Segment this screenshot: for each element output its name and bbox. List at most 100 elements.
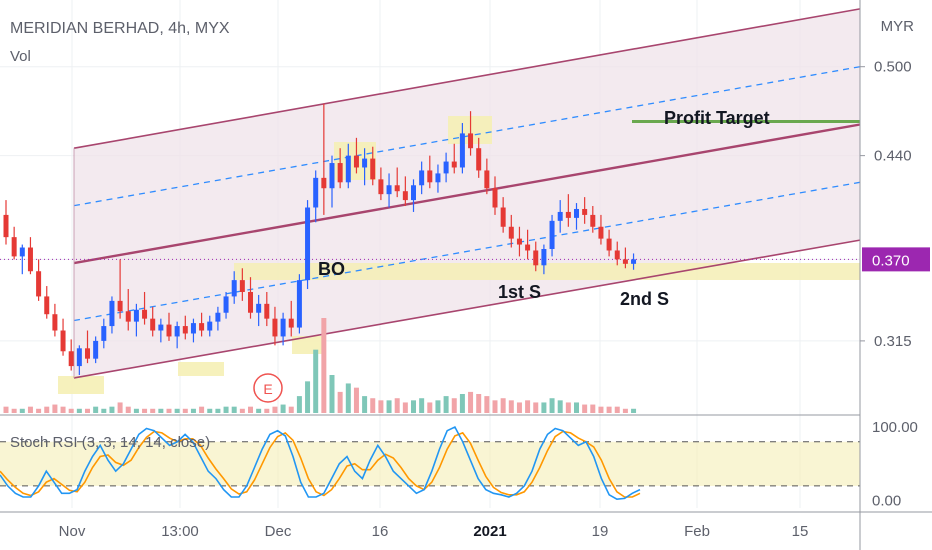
volume-bar xyxy=(337,391,343,413)
volume-bar xyxy=(280,404,286,413)
volume-bar xyxy=(394,398,400,413)
volume-bar xyxy=(133,408,139,413)
candle-body xyxy=(541,249,547,266)
candle-body xyxy=(27,247,33,272)
pattern-highlight-box xyxy=(292,336,326,354)
candle-body xyxy=(174,326,180,337)
volume-bar xyxy=(411,400,416,413)
volume-bar xyxy=(427,402,433,413)
volume-bar xyxy=(68,408,74,413)
candle-body xyxy=(582,208,588,215)
candle-body xyxy=(492,188,498,208)
volume-bar xyxy=(199,406,205,413)
candle-body xyxy=(215,312,221,322)
candle-body xyxy=(386,185,392,195)
candle-body xyxy=(3,214,9,238)
channel-lower-line xyxy=(73,239,861,379)
candle-body xyxy=(11,237,17,257)
volume-bar xyxy=(484,396,490,413)
stoch-band-fill xyxy=(0,441,860,486)
volume-bar xyxy=(239,408,245,413)
time-axis-label: Feb xyxy=(684,523,710,540)
volume-bar xyxy=(370,398,376,413)
candle-body xyxy=(36,271,42,297)
candle-body xyxy=(378,179,384,195)
candle-body xyxy=(598,226,604,239)
volume-bar xyxy=(85,408,90,413)
candle-body xyxy=(427,170,433,183)
candle-body xyxy=(305,207,311,281)
volume-bar xyxy=(362,396,368,413)
annotation-label: 2nd S xyxy=(620,289,669,309)
candle-body xyxy=(394,185,400,192)
volume-bar xyxy=(500,398,506,413)
candle-body xyxy=(476,148,482,171)
oscillator-legend: Stoch RSI (3, 3, 14, 14, close) xyxy=(10,434,211,451)
volume-bar xyxy=(525,400,531,413)
volume-bar xyxy=(248,406,253,413)
candle-body xyxy=(125,311,131,322)
candle-body xyxy=(19,247,25,257)
candle-body xyxy=(85,348,90,359)
volume-bar xyxy=(288,406,294,413)
volume-bar xyxy=(305,381,311,413)
candle-body xyxy=(166,324,172,337)
candle-body xyxy=(280,318,286,337)
candle-body xyxy=(133,309,139,322)
time-axis-label: Dec xyxy=(265,523,292,540)
candle-body xyxy=(142,309,148,319)
volume-bar xyxy=(451,398,457,413)
candle-body xyxy=(500,207,506,227)
candle-body xyxy=(223,296,229,313)
volume-legend: Vol xyxy=(10,48,31,65)
candle-body xyxy=(150,318,156,331)
volume-bar xyxy=(117,402,123,413)
candle-body xyxy=(272,318,278,337)
candle-body xyxy=(565,211,571,218)
earnings-marker-label: E xyxy=(263,381,272,397)
candle-body xyxy=(93,340,99,359)
candle-body xyxy=(557,211,563,221)
candle-body xyxy=(256,303,262,313)
volume-bar xyxy=(574,402,579,413)
volume-bar xyxy=(158,408,164,413)
volume-bar xyxy=(606,406,612,413)
candle-body xyxy=(296,280,302,328)
pattern-highlight-box xyxy=(178,362,224,376)
volume-bar xyxy=(142,408,148,413)
candle-body xyxy=(288,318,294,328)
volume-bar xyxy=(582,404,588,413)
volume-bar xyxy=(3,406,9,413)
volume-bar xyxy=(36,408,42,413)
candle-body xyxy=(459,133,465,168)
stoch-d-line xyxy=(0,430,641,498)
candle-body xyxy=(549,220,555,249)
volume-bar xyxy=(329,375,335,413)
volume-bar xyxy=(272,406,278,413)
candle-body xyxy=(533,250,539,266)
candle-body xyxy=(313,177,319,208)
candle-body xyxy=(419,170,425,186)
volume-bar xyxy=(386,400,392,413)
candle-body xyxy=(362,158,368,168)
time-axis-label: 15 xyxy=(792,523,809,540)
volume-bar xyxy=(52,404,58,413)
volume-bar xyxy=(19,408,25,413)
volume-bar xyxy=(419,398,425,413)
candle-body xyxy=(231,280,237,297)
candle-body xyxy=(516,238,522,245)
volume-bar xyxy=(101,408,107,413)
candle-body xyxy=(370,158,376,180)
volume-bar xyxy=(125,406,131,413)
candle-body xyxy=(631,259,637,264)
volume-bar xyxy=(590,404,596,413)
volume-bar xyxy=(443,396,449,413)
volume-bar xyxy=(541,402,547,413)
candle-body xyxy=(76,348,82,367)
volume-bar xyxy=(614,406,620,413)
volume-bar xyxy=(492,400,498,413)
last-price-label: 0.370 xyxy=(872,252,910,269)
candle-body xyxy=(199,323,205,331)
currency-label: MYR xyxy=(880,18,914,35)
